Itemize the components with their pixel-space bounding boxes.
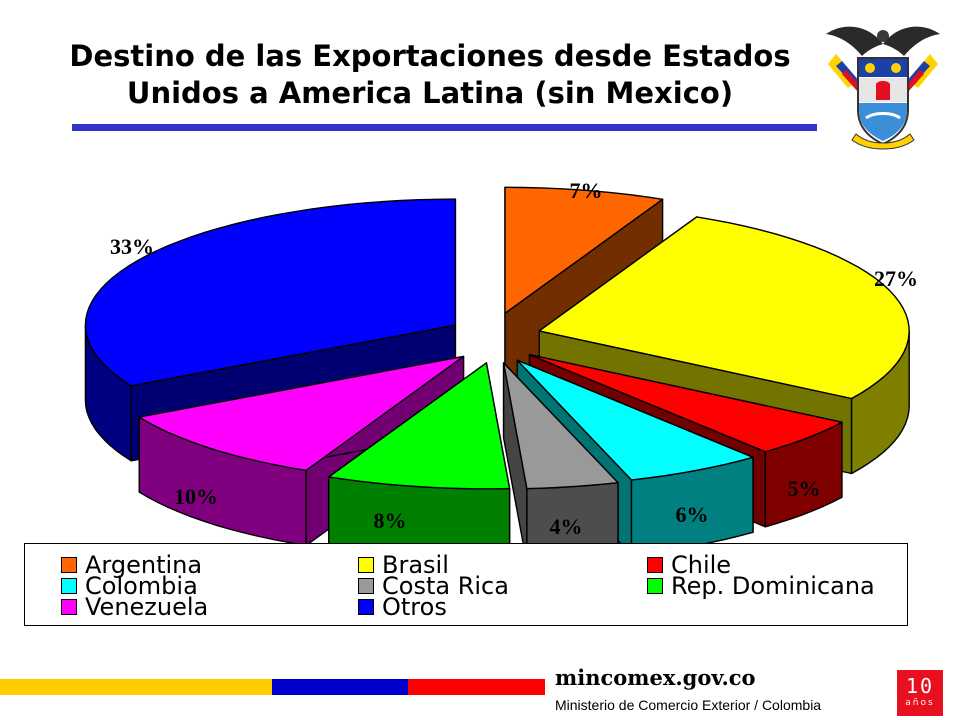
- slice-otros-top: [84, 198, 457, 387]
- legend-swatch: [647, 578, 663, 594]
- legend-label: Otros: [382, 593, 447, 621]
- legend-label: Brasil: [382, 551, 449, 579]
- slice-argentina-top: [504, 186, 664, 314]
- data-label-costa-rica: 4%: [550, 514, 583, 539]
- legend-swatch: [358, 557, 374, 573]
- legend-label: Costa Rica: [382, 572, 509, 600]
- slice-colombia-top: [516, 359, 754, 481]
- legend-item: Colombia: [61, 572, 198, 600]
- legend-item: Brasil: [358, 551, 449, 579]
- legend-item: Argentina: [61, 551, 203, 579]
- condor-wings: [826, 26, 940, 56]
- legend-label: Rep. Dominicana: [671, 572, 875, 600]
- legend-item: Venezuela: [61, 593, 209, 621]
- footer-ministry: Ministerio de Comercio Exterior / Colomb…: [555, 697, 822, 713]
- legend-swatch: [61, 578, 77, 594]
- legend-swatch: [647, 557, 663, 573]
- condor-head: [877, 30, 889, 42]
- legend-item: Chile: [647, 551, 732, 579]
- data-label-argentina: 7%: [570, 178, 603, 203]
- footer-bar-red: [408, 679, 545, 695]
- badge-text: años: [905, 698, 935, 708]
- legend-swatch: [61, 599, 77, 615]
- slice-rep-dominicana-top: [328, 362, 511, 490]
- legend-label: Colombia: [85, 572, 198, 600]
- motto-ribbon: [851, 133, 915, 150]
- anniversary-badge: 10 años: [897, 670, 943, 716]
- data-label-brasil: 27%: [874, 266, 918, 291]
- data-label-venezuela: 10%: [174, 484, 218, 509]
- data-label-colombia: 6%: [676, 502, 709, 527]
- slice-venezuela-top: [138, 355, 465, 472]
- data-label-rep-dominicana: 8%: [374, 508, 407, 533]
- slice-costa-rica-top: [502, 362, 619, 490]
- footer-bar-blue: [272, 679, 408, 695]
- legend-swatch: [358, 599, 374, 615]
- legend-item: Costa Rica: [358, 572, 509, 600]
- legend-item: Otros: [358, 593, 447, 621]
- footer-website[interactable]: mincomex.gov.co: [555, 665, 756, 690]
- slide-title: Destino de las Exportaciones desde Estad…: [69, 39, 791, 110]
- badge-number: 10: [905, 674, 935, 698]
- slice-brasil-top: [538, 216, 910, 400]
- footer-color-bar: [0, 679, 545, 695]
- chart-legend: Argentina Brasil Chile Colombia Costa Rica Re…: [24, 543, 908, 626]
- shield-base: [859, 103, 907, 141]
- legend-label: Venezuela: [85, 593, 209, 621]
- legend-swatch: [358, 578, 374, 594]
- slice-chile-top: [528, 354, 843, 453]
- data-label-chile: 5%: [788, 476, 821, 501]
- title-underline: [72, 124, 817, 131]
- legend-label: Argentina: [85, 551, 203, 579]
- coat-of-arms-icon: [826, 26, 940, 150]
- footer-bar-yellow: [0, 679, 272, 695]
- legend-swatch: [61, 557, 77, 573]
- data-label-otros: 33%: [110, 234, 154, 259]
- legend-item: Rep. Dominicana: [647, 572, 875, 600]
- legend-label: Chile: [671, 551, 732, 579]
- slice-rep-dominicana: [328, 362, 511, 565]
